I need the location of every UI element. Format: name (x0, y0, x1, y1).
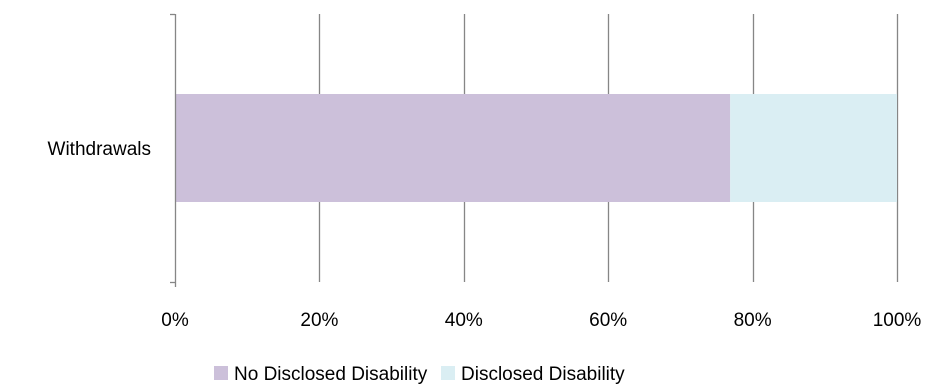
bar-segment (175, 94, 731, 202)
x-tick-labels: 0% 20% 40% 60% 80% 100% (161, 310, 921, 331)
bar-segment (730, 94, 897, 202)
legend-swatch (214, 366, 228, 380)
category-labels: Withdrawals (48, 139, 151, 160)
x-tick-label: 0% (161, 310, 189, 331)
x-tick-label: 80% (734, 310, 772, 331)
legend-label: Disclosed Disability (461, 364, 625, 384)
legend-label: No Disclosed Disability (234, 364, 428, 384)
x-tick-label: 40% (445, 310, 483, 331)
bars (175, 94, 897, 202)
axes (170, 13, 177, 287)
x-tick-label: 20% (300, 310, 338, 331)
x-tick-label: 60% (589, 310, 627, 331)
category-label: Withdrawals (48, 139, 151, 160)
x-tick-label: 100% (873, 310, 922, 331)
legend: No Disclosed Disability Disclosed Disabil… (214, 364, 625, 384)
legend-swatch (441, 366, 455, 380)
